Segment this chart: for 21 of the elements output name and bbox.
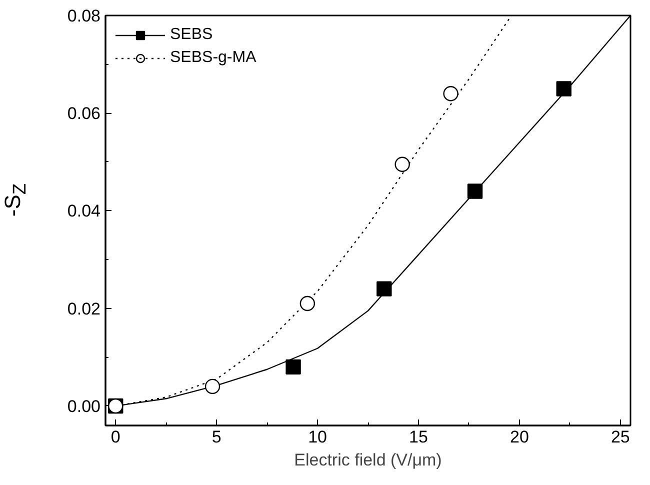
x-tick-label: 5 [212, 428, 222, 446]
x-tick-label: 10 [308, 428, 327, 446]
y-tick-label: 0.04 [67, 202, 101, 221]
y-tick-label: 0.06 [67, 104, 101, 124]
x-axis-title: Electric field (V/μm) [294, 450, 442, 470]
point [204, 378, 220, 394]
point [376, 281, 392, 296]
point [300, 296, 316, 312]
legend-label: SEBS [170, 26, 213, 44]
y-tick-label: 0.00 [67, 396, 101, 416]
x-tick-label: 15 [409, 428, 428, 446]
x-tick-label: 20 [510, 428, 529, 446]
y-tick-label: 0.08 [67, 6, 101, 26]
point [556, 81, 572, 96]
x-tick-label: 0 [110, 428, 120, 446]
point [394, 156, 410, 172]
point [467, 184, 483, 199]
point [286, 359, 301, 375]
legend-label: SEBS-g-MA [170, 49, 256, 67]
y-tick-label: 0.02 [67, 299, 101, 318]
x-tick-label: 25 [610, 428, 630, 446]
